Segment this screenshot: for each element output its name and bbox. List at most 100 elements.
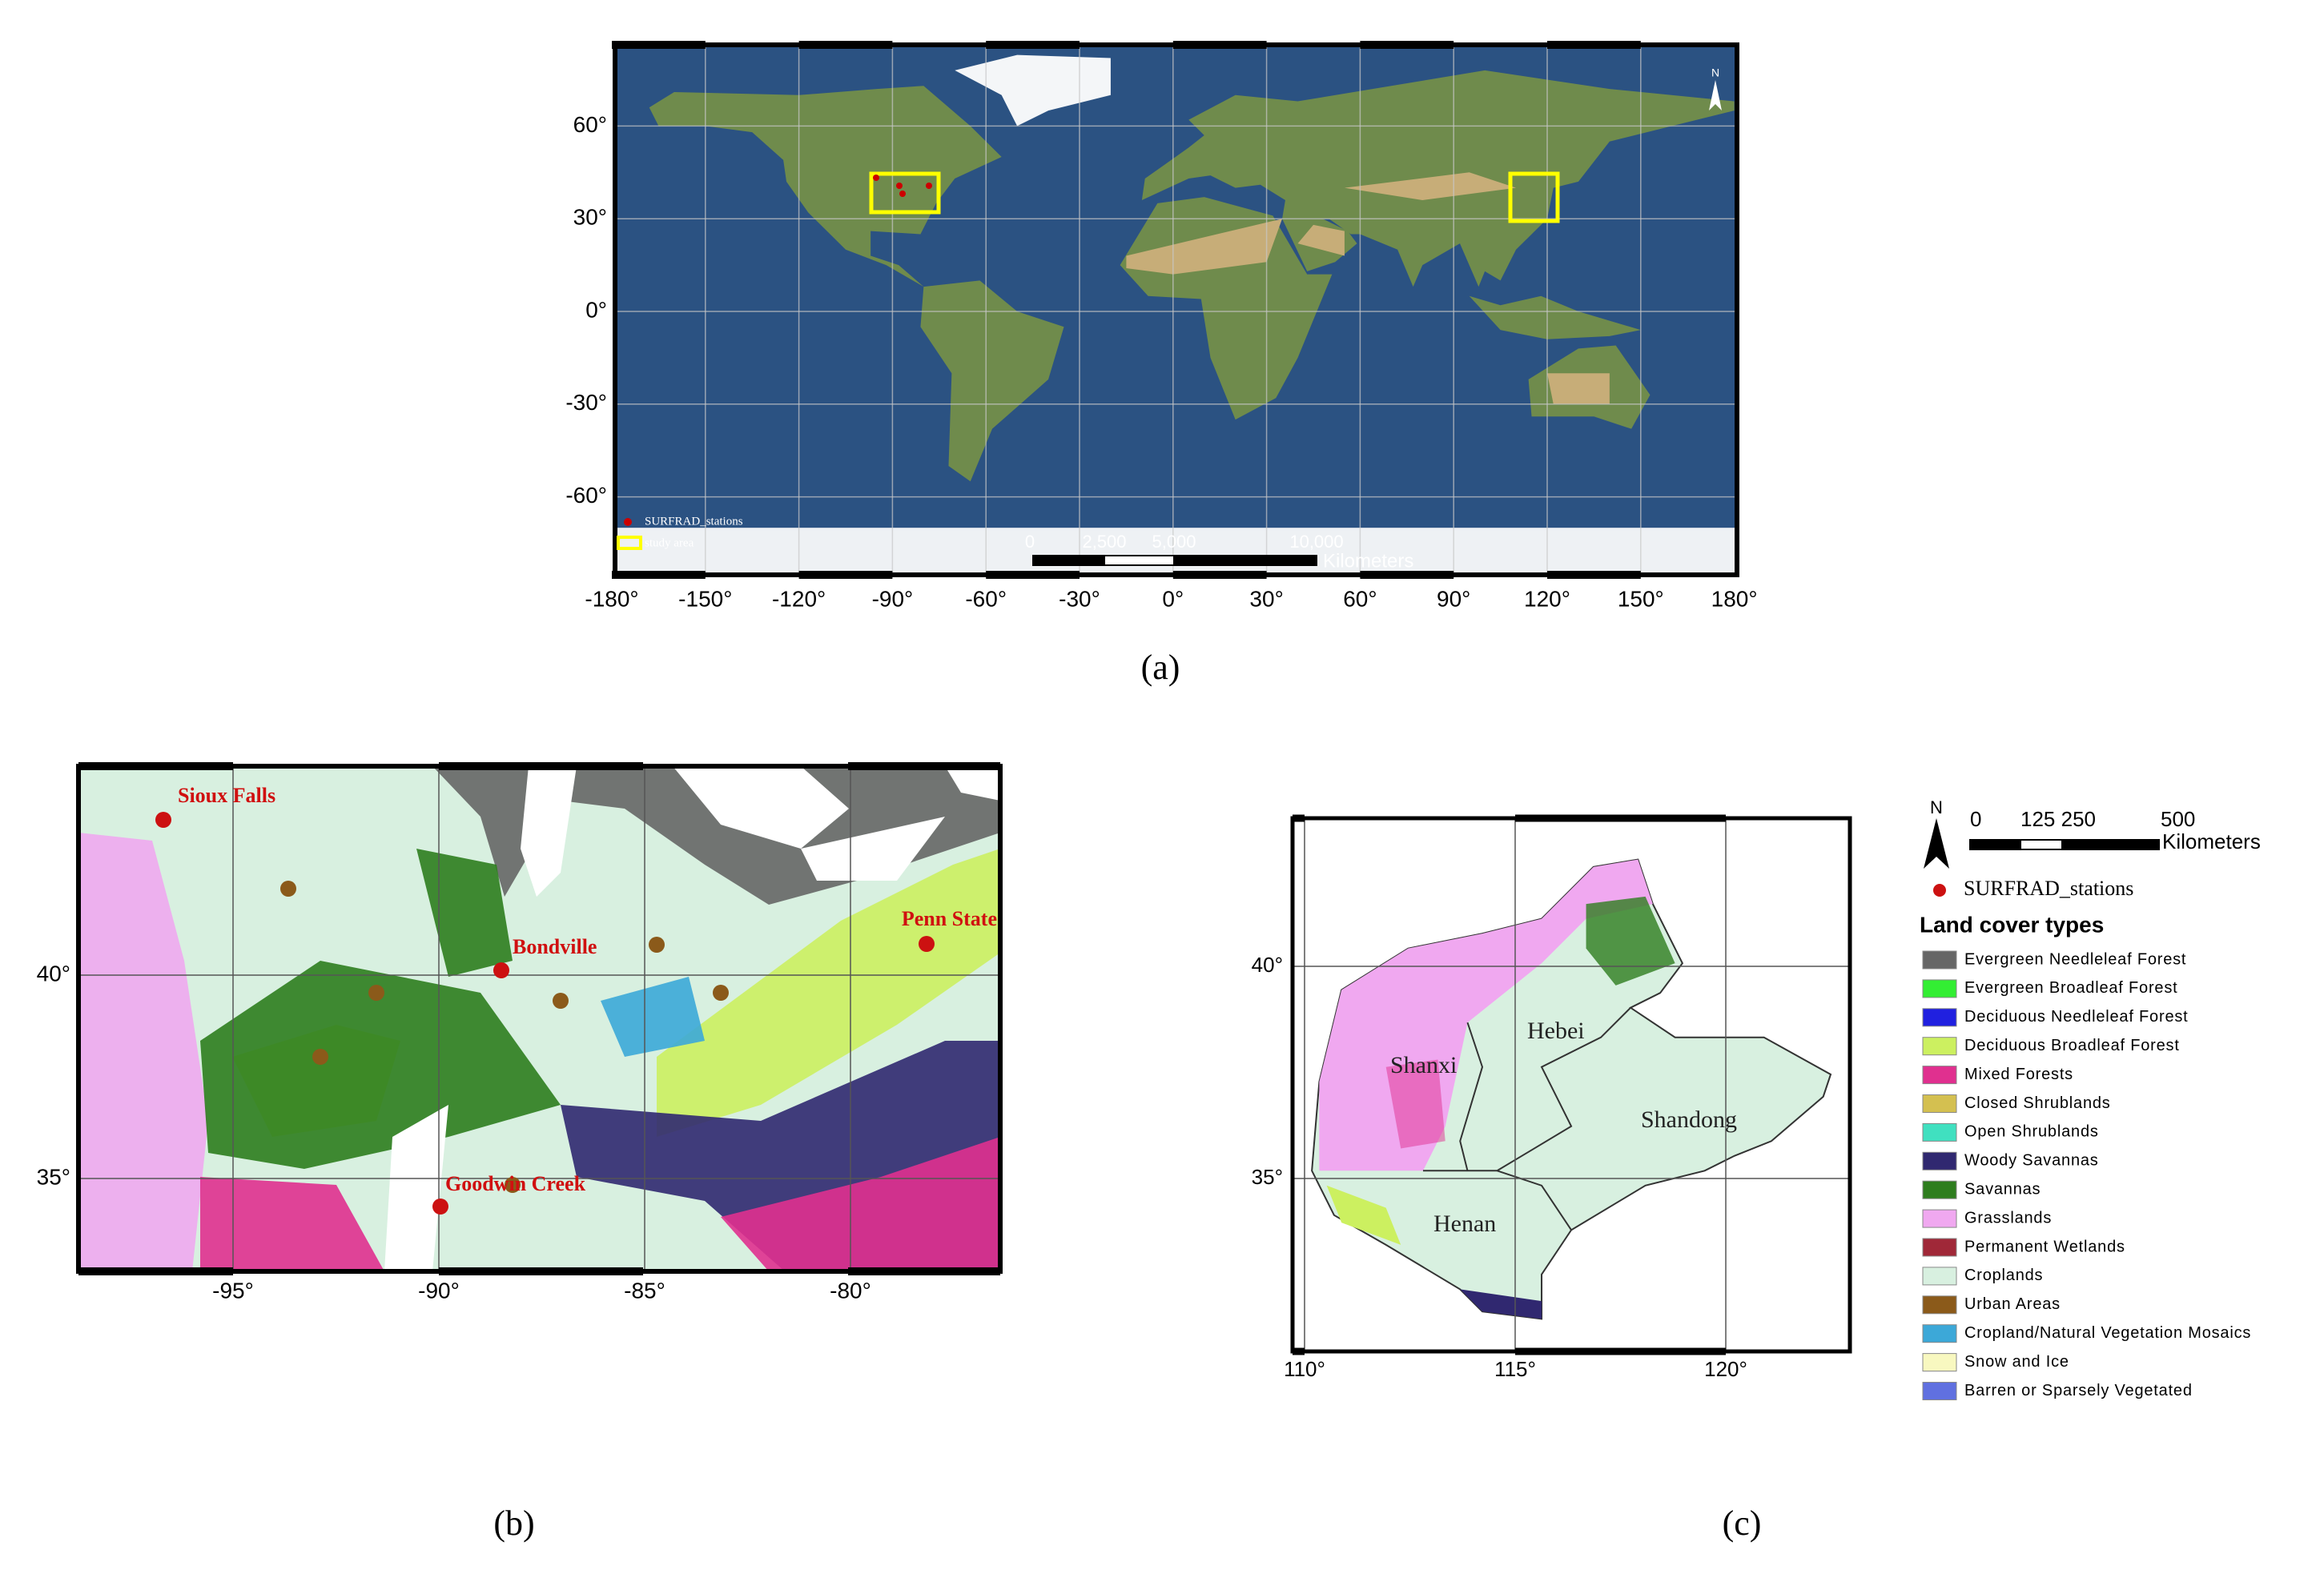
panel-a: 60° 30° 0° -30° -60° -180° -150° -120° -90° -60° -… (565, 41, 1758, 687)
lat-label: 35° (1252, 1165, 1283, 1189)
legend-label: Evergreen Needleleaf Forest (1964, 950, 2186, 968)
lat-label: 30° (573, 205, 607, 230)
urban-spot (505, 1177, 521, 1193)
station-dot (919, 936, 935, 952)
desert (1297, 224, 1345, 256)
lon-label: -90° (418, 1278, 460, 1303)
legend-label: Savannas (1964, 1180, 2041, 1198)
north-arrow (1924, 818, 1949, 869)
legend-study-box (617, 536, 642, 550)
legend-swatch (1922, 1324, 1957, 1343)
urban-spot (312, 1049, 328, 1065)
forest-patch (1586, 896, 1675, 986)
urban-spot (368, 985, 384, 1001)
landcover-patch (721, 1137, 1000, 1271)
legend-swatch (1922, 1180, 1957, 1199)
scale-bar (2061, 839, 2160, 850)
scale-tick-label: 0 (1970, 807, 1981, 831)
station-label: Penn State (902, 907, 997, 930)
lat-label: 35° (37, 1164, 70, 1189)
forest-patch (1326, 1185, 1401, 1245)
water (521, 766, 577, 897)
lon-label: 110° (1284, 1357, 1325, 1381)
legend-label: Deciduous Needleleaf Forest (1964, 1008, 2189, 1026)
legend-label: Snow and Ice (1964, 1353, 2069, 1371)
lon-label: 115° (1494, 1357, 1536, 1381)
scale-bar (1104, 555, 1175, 566)
province-border (1459, 1022, 1484, 1171)
urban-spot (649, 937, 665, 953)
lon-label: -120° (772, 586, 826, 611)
water (673, 766, 849, 849)
province-label: Shandong (1641, 1106, 1737, 1133)
legend-label: Evergreen Broadleaf Forest (1964, 979, 2177, 997)
lon-label: -90° (872, 586, 914, 611)
lat-label: 40° (37, 961, 70, 986)
water (384, 1105, 448, 1271)
lon-label: 0° (1162, 586, 1184, 611)
lon-label: -60° (965, 586, 1007, 611)
urban-spot (553, 993, 569, 1009)
world-map (615, 45, 1737, 575)
legend-station-label: SURFRAD_stations (1964, 877, 2133, 900)
urban-spot (713, 985, 729, 1001)
legend-swatch (1922, 1238, 1957, 1257)
land (920, 280, 1064, 482)
land (649, 86, 1002, 287)
legend-label: Woody Savannas (1964, 1152, 2099, 1170)
scale-bar (2020, 839, 2063, 850)
legend-swatch (1922, 1122, 1957, 1142)
scale-unit: Kilometers (1323, 550, 1413, 572)
lat-label: -30° (565, 390, 607, 415)
lon-label: -30° (1059, 586, 1100, 611)
landcover-patch (200, 1177, 384, 1271)
desert (1344, 172, 1517, 201)
scale-bar (1173, 555, 1317, 566)
province-border (1422, 1006, 1631, 1172)
legend-swatch (1922, 1066, 1957, 1085)
lon-label: 90° (1437, 586, 1470, 611)
scale-bar (1969, 839, 2021, 850)
study-area-box (869, 171, 941, 215)
legend-label: Mixed Forests (1964, 1066, 2073, 1083)
legend-label: Closed Shrublands (1964, 1094, 2111, 1112)
legend-label: Open Shrublands (1964, 1123, 2099, 1141)
station-dot (899, 191, 906, 197)
landcover-map (78, 766, 1000, 1271)
lon-label: 30° (1249, 586, 1283, 611)
legend-label: Barren or Sparsely Vegetated (1964, 1382, 2193, 1399)
legend-swatch (1922, 1209, 1957, 1228)
lon-label: -150° (678, 586, 732, 611)
greenland (955, 54, 1111, 126)
antarctica (615, 528, 1737, 575)
station-label: Sioux Falls (178, 784, 275, 807)
scale-bar (1032, 555, 1105, 566)
station-dot (155, 812, 171, 828)
caption: (c) (1723, 1504, 1762, 1543)
legend-label: Urban Areas (1964, 1295, 2061, 1313)
mixed-patch (1385, 1059, 1445, 1149)
scale-unit: Kilometers (2162, 829, 2261, 853)
lat-label: 0° (585, 297, 607, 322)
station-dot (896, 183, 903, 189)
legend-station-dot (624, 518, 632, 526)
province-label: Shanxi (1390, 1052, 1457, 1078)
legend-swatch (1922, 1037, 1957, 1056)
landcover-patch (200, 961, 561, 1169)
lon-label: -80° (830, 1278, 871, 1303)
north-arrow (1709, 80, 1722, 110)
legend-station-dot (1933, 884, 1946, 897)
legend-swatch (1922, 1382, 1957, 1400)
station-dot (926, 183, 932, 189)
scale-tick-label: 5,000 (1152, 532, 1196, 552)
landcover-patch (657, 849, 1000, 1137)
lon-label: 60° (1343, 586, 1377, 611)
lat-label: -60° (565, 483, 607, 508)
station-dot (873, 175, 879, 181)
province-border (1497, 1170, 1572, 1231)
scale-tick-label: 0 (1025, 532, 1035, 552)
lon-label: -95° (212, 1278, 254, 1303)
